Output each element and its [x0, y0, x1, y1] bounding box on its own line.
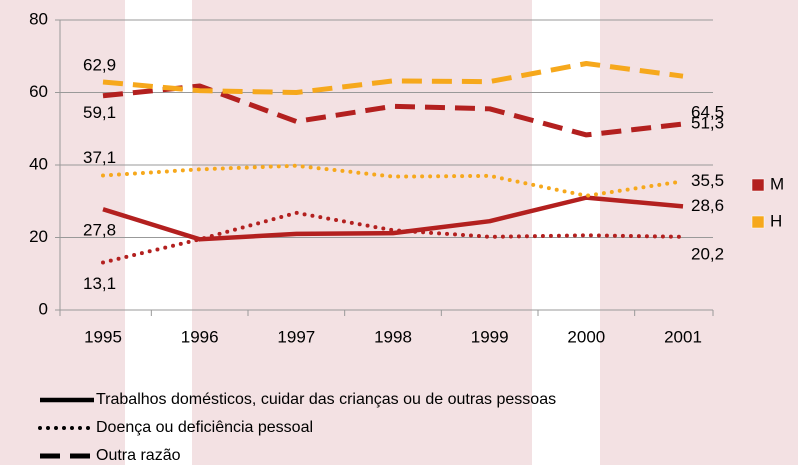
- data-label: 64,5: [691, 103, 724, 122]
- data-label: 62,9: [83, 55, 116, 74]
- legend-label: M: [770, 174, 784, 193]
- data-label: 20,2: [691, 244, 724, 263]
- x-tick-label: 1999: [471, 327, 509, 346]
- legend-swatch: [751, 215, 765, 229]
- data-label: 37,1: [83, 148, 116, 167]
- y-tick-label: 0: [39, 299, 48, 318]
- legend-swatch: [751, 178, 765, 192]
- x-tick-label: 1998: [374, 327, 412, 346]
- x-tick-label: 2000: [567, 327, 605, 346]
- series-line: [102, 195, 684, 242]
- legend-label: Trabalhos domésticos, cuidar das criança…: [96, 391, 556, 408]
- y-tick-label: 80: [29, 9, 48, 28]
- series-line: [102, 83, 684, 138]
- legend-label: Doença ou deficiência pessoal: [96, 419, 313, 436]
- legend-label: Outra razão: [96, 447, 181, 464]
- data-label: 59,1: [83, 103, 116, 122]
- x-tick-label: 2001: [664, 327, 702, 346]
- y-tick-label: 40: [29, 154, 48, 173]
- data-label: 51,3: [691, 114, 724, 133]
- series-line: [102, 61, 684, 95]
- data-label: 13,1: [83, 274, 116, 293]
- data-label: 27,8: [83, 221, 116, 240]
- y-tick-label: 20: [29, 227, 48, 246]
- x-tick-label: 1997: [277, 327, 315, 346]
- x-tick-label: 1995: [84, 327, 122, 346]
- series-line: [101, 210, 685, 265]
- y-tick-label: 60: [29, 82, 48, 101]
- data-label: 28,6: [691, 196, 724, 215]
- x-tick-label: 1996: [181, 327, 219, 346]
- legend-label: H: [770, 211, 782, 230]
- data-label: 35,5: [691, 171, 724, 190]
- series-line: [101, 163, 685, 198]
- stripe: [532, 0, 600, 465]
